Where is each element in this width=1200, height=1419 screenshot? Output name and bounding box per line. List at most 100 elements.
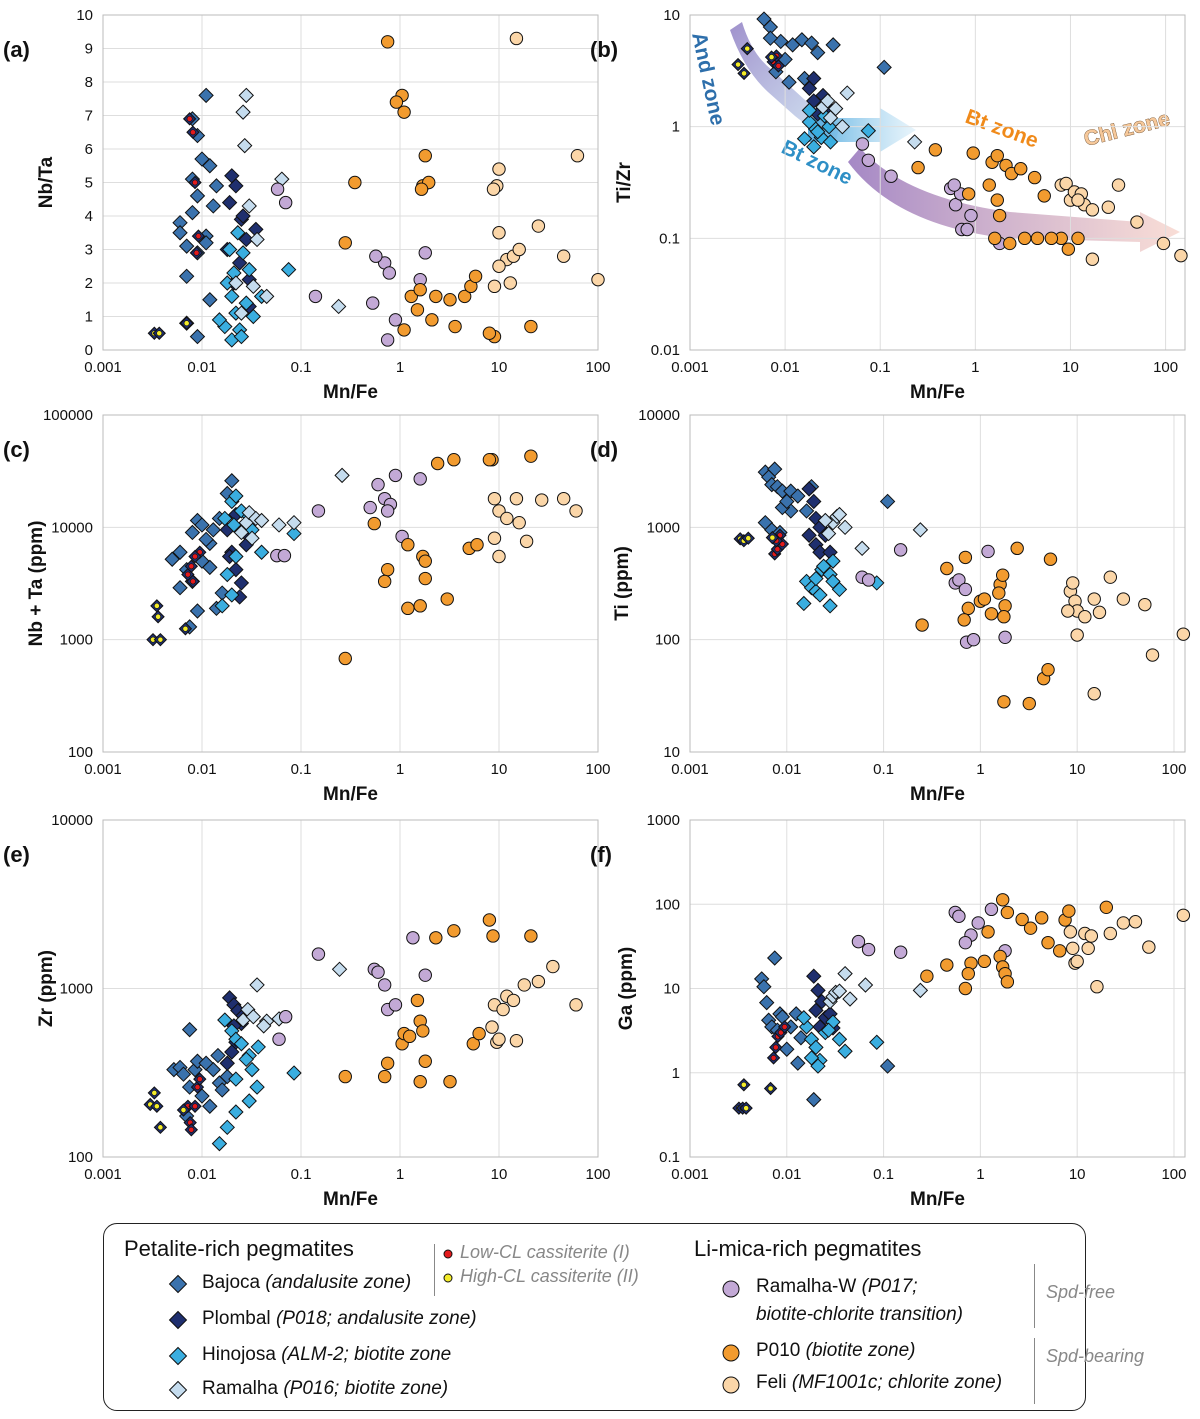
legend-marker-plombal	[168, 1310, 188, 1330]
x-tick-label: 0.01	[771, 359, 800, 376]
point-p010	[402, 1029, 417, 1044]
legend-detail-hinojosa: (ALM-2; biotite zone	[281, 1344, 452, 1365]
point-bajoca	[798, 503, 815, 519]
x-tick-label: 10	[491, 1166, 508, 1183]
series-ramalha-w	[855, 543, 1012, 649]
point-ramalha-w	[380, 333, 395, 347]
point-plombal	[806, 70, 822, 87]
point-hinojosa	[801, 102, 818, 119]
y-tick-label: 1	[672, 119, 680, 136]
point-high-cl-cassiterite-ii	[155, 613, 161, 620]
point-feli	[1081, 941, 1095, 956]
point-hinojosa	[221, 241, 238, 258]
point-bajoca	[756, 979, 772, 995]
point-hinojosa	[831, 581, 848, 598]
point-feli	[1070, 628, 1084, 642]
point-p010	[401, 601, 415, 616]
point-ramalha-w	[388, 998, 403, 1012]
point-bajoca	[779, 1041, 795, 1057]
y-tick-label: 10000	[51, 812, 93, 829]
plot-frame	[102, 414, 599, 753]
x-tick-label: 0.001	[84, 761, 122, 778]
point-ramalha-w	[278, 1010, 293, 1024]
point-ramalha	[249, 231, 265, 248]
point-p010	[448, 319, 462, 334]
point-feli	[1085, 203, 1100, 217]
y-tick-label: 100	[655, 896, 680, 913]
point-p010	[486, 929, 500, 943]
point-low-cl-cassiterite-i	[779, 541, 786, 547]
point-feli	[1061, 604, 1075, 618]
point-plombal	[812, 544, 828, 560]
point-p010	[440, 592, 454, 606]
point-ramalha	[330, 298, 347, 315]
point-bajoca	[194, 517, 210, 533]
point-feli	[1063, 925, 1078, 939]
point-p010	[958, 550, 973, 565]
plot-frame	[689, 14, 1186, 351]
point-p010	[397, 323, 411, 337]
point-ramalha-w	[884, 169, 898, 183]
point-hinojosa	[245, 308, 262, 325]
x-tick-label: 0.001	[671, 359, 709, 376]
point-hinojosa	[869, 1034, 885, 1050]
point-hinojosa	[238, 295, 254, 311]
point-ramalha	[912, 982, 929, 999]
legend-detail-ramalha-w: (P017;	[861, 1276, 918, 1297]
point-ramalha	[286, 514, 302, 531]
legend-item-feli: Feli (MF1001c; chlorite zone)	[756, 1372, 1002, 1394]
point-low-cl-cassiterite-i	[188, 563, 195, 570]
point-feli	[1092, 605, 1107, 620]
point-p010	[1000, 975, 1015, 989]
point-ramalha-w	[984, 902, 999, 917]
series-ramalha	[233, 467, 350, 546]
point-low-cl-cassiterite-i	[190, 129, 196, 136]
point-feli	[487, 491, 502, 506]
y-tick-label: 100	[68, 1149, 93, 1166]
series-p010	[338, 35, 538, 344]
point-hinojosa	[224, 288, 240, 305]
x-tick-label: 0.01	[187, 359, 216, 376]
point-ramalha	[842, 991, 858, 1007]
point-hinojosa	[226, 517, 242, 533]
point-p010	[482, 326, 497, 340]
legend-item-ramalha: Ramalha (P016; biotite zone)	[202, 1378, 448, 1400]
y-tick-label: 10	[663, 981, 680, 998]
point-p010	[990, 193, 1004, 207]
y-tick-label: 3	[85, 242, 93, 259]
point-high-cl-cassiterite-ii	[741, 70, 747, 77]
point-low-cl-cassiterite-i	[192, 553, 198, 560]
x-tick-label: 1	[396, 359, 404, 376]
x-tick-label: 100	[585, 1166, 610, 1183]
point-hinojosa	[241, 1093, 257, 1109]
point-ramalha	[255, 1018, 272, 1034]
point-p010	[990, 148, 1004, 163]
legend-detail-p010: (biotite zone)	[805, 1340, 916, 1361]
point-p010	[418, 1054, 432, 1068]
point-feli	[1087, 687, 1101, 701]
y-axis-label: Nb/Ta	[36, 156, 57, 208]
point-feli	[1156, 236, 1171, 251]
point-plombal	[228, 178, 244, 194]
point-low-cl-cassiterite-i	[192, 179, 198, 186]
point-p010	[1044, 231, 1059, 246]
x-tick-label: 0.001	[84, 1166, 122, 1183]
point-ramalha	[244, 530, 260, 546]
plot-frame	[102, 14, 599, 351]
point-p010	[418, 554, 432, 568]
legend-marker-ramalha	[168, 1380, 188, 1400]
point-low-cl-cassiterite-i	[184, 571, 191, 578]
series-ramalha-w	[851, 902, 1012, 959]
point-feli	[1071, 193, 1085, 207]
x-tick-label: 0.1	[291, 761, 312, 778]
point-bajoca	[781, 74, 797, 90]
point-feli	[1084, 929, 1099, 943]
point-hinojosa	[211, 312, 228, 328]
point-bajoca	[202, 292, 218, 308]
x-tick-label: 100	[1161, 761, 1186, 778]
point-bajoca	[766, 950, 783, 966]
point-ramalha	[253, 512, 270, 529]
point-feli	[569, 998, 583, 1012]
point-p010	[982, 178, 996, 192]
series-high-cl-cassiterite-ii	[143, 1086, 191, 1135]
